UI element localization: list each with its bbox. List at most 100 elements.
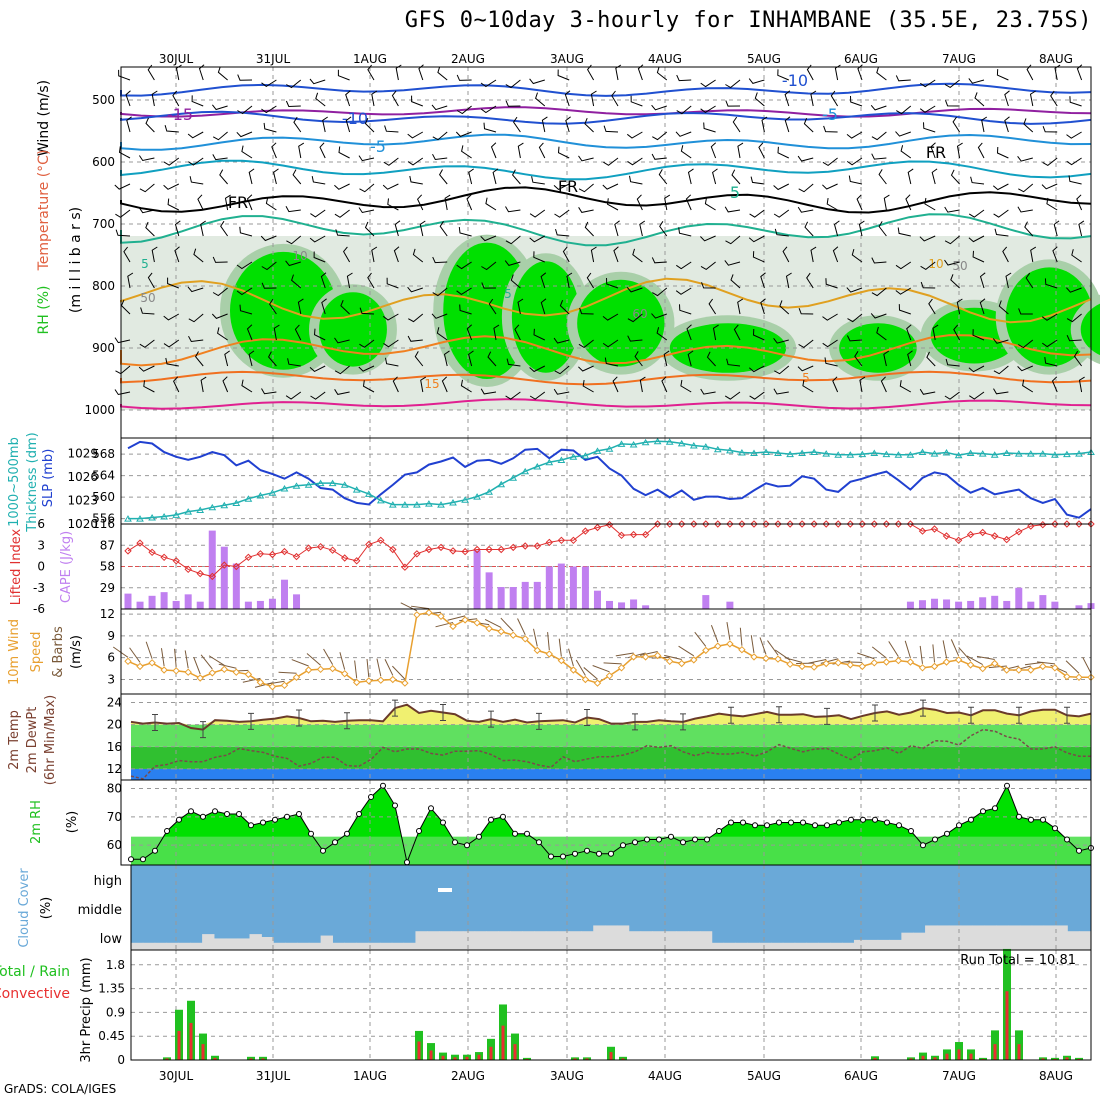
wind-barb [602,183,619,190]
thickness-point [1026,450,1035,457]
wind-barb [798,183,814,193]
date-label-top: 31JUL [256,52,291,66]
li-point [810,520,818,528]
thickness-point [954,451,963,459]
thickness-point [316,479,325,487]
thickness-point [352,486,361,493]
wind-barb [480,105,497,114]
thickness-point [713,445,722,453]
li-point [990,532,999,540]
wind-barb [174,246,180,263]
wind10-point [328,664,337,673]
wind-barb [553,337,570,344]
wind-barb [385,357,399,367]
wind-barb [438,169,448,185]
wind10-barb [160,648,165,667]
temp-minmax-bar [536,712,542,730]
wind-barb [285,260,301,267]
wind-barb [392,376,399,393]
cape-bar [955,601,963,609]
cloud-low-bar [676,931,689,950]
ytick-precip: 0.45 [98,1029,125,1043]
thickness-point [689,442,698,449]
wind-barb [140,307,155,315]
wind-barb [359,307,375,315]
ytick-slp: 1026 [67,470,98,484]
wind10-barb [784,657,803,663]
rh2m-point [776,819,782,826]
wind-barb [846,131,863,139]
ytick-wind: 6 [107,651,115,665]
rh2m-point [416,828,422,834]
ylabel-temperature: Temperature (°C) [36,150,52,272]
cape-bar [931,598,939,609]
thickness-point [292,482,301,489]
rh2m-point [476,833,482,840]
wind10-point [653,651,662,660]
wind-barb [1024,221,1034,237]
cloud-low-bar [711,942,725,950]
wind-barb [1044,357,1058,367]
wind-barb [823,125,838,133]
wind10-point [942,658,951,666]
wind-barb [822,313,838,321]
contour-plus15b [120,370,1092,386]
wind10-barb [1024,661,1043,666]
rh2m-point [848,816,854,823]
wind-barb [559,300,570,315]
wind10-barb [208,655,225,666]
precip-conv-bar [453,1057,457,1060]
wind-barb [803,118,814,133]
wind-barb [854,351,863,367]
wind-barb [554,209,570,218]
wind10-point [557,656,566,665]
wind-barb [511,169,521,185]
wind-barb [492,168,499,185]
wind-barb [504,260,521,266]
wind-barb [584,221,594,237]
wind-barb [342,246,351,263]
wind-barb [553,388,570,395]
wind-barb [920,281,936,289]
thickness-point [834,451,843,458]
precip-conv-bar [465,1056,469,1060]
wind-barb [731,169,741,185]
wind-barb [724,260,741,266]
wind-barb [944,206,960,213]
wind10-point [473,619,481,627]
cape-bar [497,587,505,609]
ylabel-slp: SLP (mb) [41,449,56,508]
wind-barb [632,248,643,263]
wind-barb [896,105,912,115]
rh2m-point [128,856,134,863]
li-point [870,520,879,528]
thickness-point [569,453,578,460]
cloud-low-bar [486,931,499,950]
li-point [641,530,650,539]
contour-label: FR [926,143,946,162]
wind-barb [760,272,766,289]
wind10-point [521,635,529,643]
ytick-rh: 70 [107,810,122,824]
wind-barb [480,79,497,88]
thickness-point [918,448,927,455]
wind-barb [261,282,277,289]
wind-barb [730,274,741,289]
wind-barb [566,272,573,289]
wind-barb [748,365,765,373]
rh2m-point [956,822,962,829]
wind-barb [151,90,158,107]
wind-barb [850,95,863,107]
wind10-point [617,664,626,672]
wind-barb [748,235,765,243]
ytick-thickness: 564 [92,469,115,483]
wind10-barb [750,635,755,654]
ylabel-thickness-range: 1000~500mb [7,437,22,527]
cloud-low-bar [1043,925,1056,950]
wind10-point [978,664,987,673]
wind-barb [754,92,765,107]
wind-barb [167,277,179,289]
wind10-barb [278,671,297,674]
wind-barb [679,304,692,315]
li-point [497,545,505,554]
